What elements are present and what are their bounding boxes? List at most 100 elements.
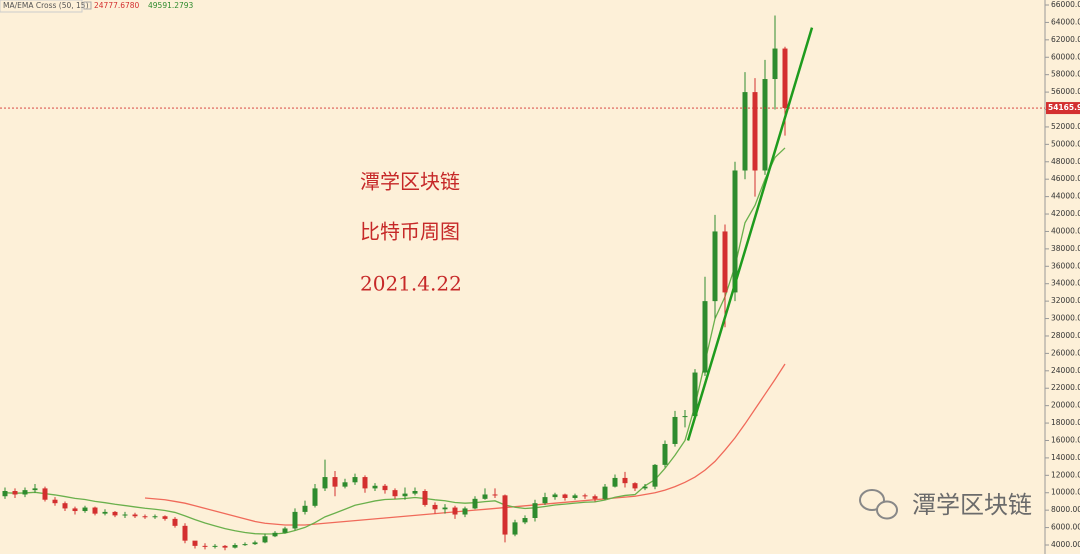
y-tick-label: 20000.00 xyxy=(1051,401,1080,410)
candle-body xyxy=(572,495,578,498)
moving-average-line xyxy=(4,147,786,535)
indicator-toggle[interactable] xyxy=(83,1,92,10)
candle-body xyxy=(312,488,318,506)
candle-body xyxy=(202,545,208,547)
y-tick-label: 34000.00 xyxy=(1051,279,1080,288)
candle-body xyxy=(622,477,628,484)
candle-body xyxy=(762,79,768,171)
candle-body xyxy=(82,507,88,512)
y-tick-label: 8000.00 xyxy=(1051,505,1080,514)
candle-body xyxy=(72,508,78,512)
candle-body xyxy=(222,545,228,548)
watermark: 潭学区块链 xyxy=(912,491,1032,519)
candle-body xyxy=(212,545,218,547)
candle-body xyxy=(472,498,478,509)
candle-body xyxy=(442,507,448,510)
candle-body xyxy=(402,493,408,497)
candle-body xyxy=(332,477,338,487)
candle-body xyxy=(32,488,38,491)
candle-body xyxy=(632,483,638,489)
candle-body xyxy=(2,491,8,497)
candle-body xyxy=(42,488,48,500)
indicator-name: MA/EMA Cross (50, 15) xyxy=(3,1,89,10)
trend-line xyxy=(686,27,814,441)
candle-body xyxy=(392,490,398,497)
candle-body xyxy=(652,464,658,487)
wechat-icon xyxy=(859,489,898,520)
candle-body xyxy=(542,497,548,504)
candle-body xyxy=(592,496,598,499)
y-tick-label: 48000.00 xyxy=(1051,157,1080,166)
candle-body xyxy=(232,545,238,548)
candle-body xyxy=(92,507,98,514)
candle-body xyxy=(682,416,688,418)
candle-body xyxy=(372,485,378,489)
candle-body xyxy=(22,490,28,495)
candle-body xyxy=(512,522,518,535)
candle-body xyxy=(782,48,788,109)
candle-body xyxy=(192,540,198,546)
candle-body xyxy=(722,231,728,293)
y-tick-label: 12000.00 xyxy=(1051,470,1080,479)
y-tick-label: 50000.00 xyxy=(1051,139,1080,148)
candle-body xyxy=(642,486,648,489)
y-tick-label: 24000.00 xyxy=(1051,366,1080,375)
candle-body xyxy=(122,514,128,516)
candle-body xyxy=(502,495,508,535)
candle-body xyxy=(692,372,698,417)
indicator-value: 24777.6780 xyxy=(94,1,140,10)
candle-body xyxy=(612,477,618,487)
y-tick-label: 18000.00 xyxy=(1051,418,1080,427)
candle-body xyxy=(432,504,438,510)
candle-body xyxy=(532,503,538,518)
candle-body xyxy=(272,532,278,537)
candle-body xyxy=(492,494,498,496)
candle-body xyxy=(462,508,468,515)
candle-body xyxy=(62,503,68,509)
y-tick-label: 32000.00 xyxy=(1051,296,1080,305)
y-tick-label: 64000.00 xyxy=(1051,17,1080,26)
candle-body xyxy=(282,528,288,533)
candle-body xyxy=(712,231,718,302)
candle-body xyxy=(342,482,348,487)
y-tick-label: 16000.00 xyxy=(1051,435,1080,444)
y-tick-label: 66000.00 xyxy=(1051,0,1080,9)
y-tick-label: 6000.00 xyxy=(1051,523,1080,532)
y-tick-label: 22000.00 xyxy=(1051,383,1080,392)
candle-body xyxy=(482,494,488,499)
y-tick-label: 28000.00 xyxy=(1051,331,1080,340)
candle-body xyxy=(52,499,58,504)
candle-body xyxy=(112,511,118,516)
y-tick-label: 58000.00 xyxy=(1051,70,1080,79)
candle-body xyxy=(662,443,668,465)
y-tick-label: 4000.00 xyxy=(1051,540,1080,549)
candle-body xyxy=(382,485,388,491)
candle-body xyxy=(162,516,168,519)
candle-body xyxy=(142,516,148,518)
candle-body xyxy=(182,525,188,541)
candle-body xyxy=(362,477,368,489)
annotation: 比特币周图 xyxy=(360,220,460,244)
candle-body xyxy=(552,494,558,498)
y-tick-label: 40000.00 xyxy=(1051,226,1080,235)
candle-body xyxy=(152,516,158,518)
y-tick-label: 44000.00 xyxy=(1051,192,1080,201)
annotation: 潭学区块链 xyxy=(360,170,460,194)
candle-body xyxy=(412,491,418,494)
moving-average-line xyxy=(144,363,786,526)
last-price-badge xyxy=(1046,102,1080,115)
candle-body xyxy=(582,495,588,497)
annotation: 2021.4.22 xyxy=(360,272,462,296)
indicator-box[interactable] xyxy=(0,0,83,13)
y-tick-label: 30000.00 xyxy=(1051,314,1080,323)
candle-body xyxy=(262,536,268,543)
candle-body xyxy=(302,505,308,512)
y-tick-label: 62000.00 xyxy=(1051,35,1080,44)
last-price-label: 54165.99 xyxy=(1048,103,1080,112)
candle-body xyxy=(172,518,178,526)
y-tick-label: 56000.00 xyxy=(1051,87,1080,96)
y-tick-label: 42000.00 xyxy=(1051,209,1080,218)
candle-body xyxy=(752,92,758,171)
